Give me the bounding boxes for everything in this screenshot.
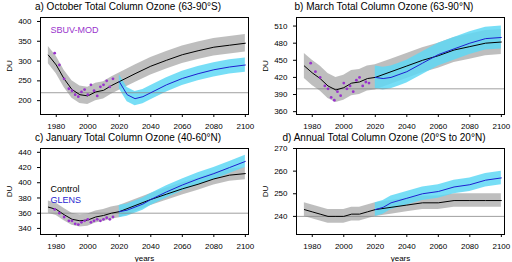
svg-text:480: 480 <box>274 39 288 48</box>
svg-text:2060: 2060 <box>429 242 447 251</box>
svg-text:1980: 1980 <box>47 122 65 131</box>
svg-text:DU: DU <box>5 60 14 72</box>
svg-text:2000: 2000 <box>335 242 353 251</box>
svg-text:1980: 1980 <box>47 242 65 251</box>
svg-text:2040: 2040 <box>398 242 416 251</box>
svg-text:2100: 2100 <box>492 242 510 251</box>
svg-text:2020: 2020 <box>110 122 128 131</box>
svg-text:510: 510 <box>274 22 288 31</box>
svg-text:300: 300 <box>18 57 32 66</box>
html-text:c) January Total Column Ozone: c) January Total Column Ozone (40-60°N) <box>34 132 222 143</box>
svg-text:GLENS: GLENS <box>51 195 82 205</box>
svg-text:2040: 2040 <box>142 122 160 131</box>
svg-text:2040: 2040 <box>142 242 160 251</box>
svg-text:380: 380 <box>18 194 32 203</box>
html-text:d) Annual Total Column Ozone (: d) Annual Total Column Ozone (20°S to 20… <box>282 132 486 143</box>
svg-text:2080: 2080 <box>461 122 479 131</box>
svg-text:2060: 2060 <box>429 122 447 131</box>
svg-text:2100: 2100 <box>236 242 254 251</box>
svg-text:1980: 1980 <box>303 122 321 131</box>
svg-text:SBUV-MOD: SBUV-MOD <box>51 25 100 35</box>
svg-text:200: 200 <box>18 96 32 105</box>
svg-text:2100: 2100 <box>236 122 254 131</box>
svg-text:DU: DU <box>5 186 14 198</box>
svg-text:2000: 2000 <box>335 122 353 131</box>
svg-text:390: 390 <box>274 90 288 99</box>
html-text:b) March Total Column Ozone (6: b) March Total Column Ozone (63-90°N) <box>294 1 474 12</box>
svg-text:2000: 2000 <box>79 242 97 251</box>
svg-text:2080: 2080 <box>205 122 223 131</box>
svg-text:2060: 2060 <box>173 122 191 131</box>
svg-text:2060: 2060 <box>173 242 191 251</box>
svg-text:years: years <box>135 254 155 262</box>
svg-text:2080: 2080 <box>205 242 223 251</box>
svg-text:350: 350 <box>18 37 32 46</box>
svg-text:420: 420 <box>18 163 32 172</box>
svg-text:360: 360 <box>18 209 32 218</box>
svg-text:260: 260 <box>274 167 288 176</box>
svg-text:2020: 2020 <box>366 122 384 131</box>
svg-text:450: 450 <box>274 56 288 65</box>
svg-text:2080: 2080 <box>461 242 479 251</box>
svg-text:240: 240 <box>274 212 288 221</box>
svg-text:400: 400 <box>18 178 32 187</box>
html-text:a) October Total Column Ozone: a) October Total Column Ozone (63-90°S) <box>34 1 222 12</box>
svg-text:2020: 2020 <box>366 242 384 251</box>
svg-text:420: 420 <box>274 73 288 82</box>
svg-text:270: 270 <box>274 144 288 153</box>
svg-text:1980: 1980 <box>303 242 321 251</box>
svg-text:340: 340 <box>18 224 32 233</box>
svg-text:2040: 2040 <box>398 122 416 131</box>
svg-text:400: 400 <box>18 17 32 26</box>
svg-text:250: 250 <box>274 189 288 198</box>
svg-text:2020: 2020 <box>110 242 128 251</box>
svg-text:440: 440 <box>18 148 32 157</box>
svg-text:years: years <box>391 254 411 262</box>
svg-text:360: 360 <box>274 107 288 116</box>
svg-text:2100: 2100 <box>492 122 510 131</box>
svg-text:Control: Control <box>51 184 80 194</box>
svg-text:2000: 2000 <box>79 122 97 131</box>
svg-text:250: 250 <box>18 76 32 85</box>
svg-text:DU: DU <box>261 186 270 198</box>
svg-text:DU: DU <box>261 60 270 72</box>
